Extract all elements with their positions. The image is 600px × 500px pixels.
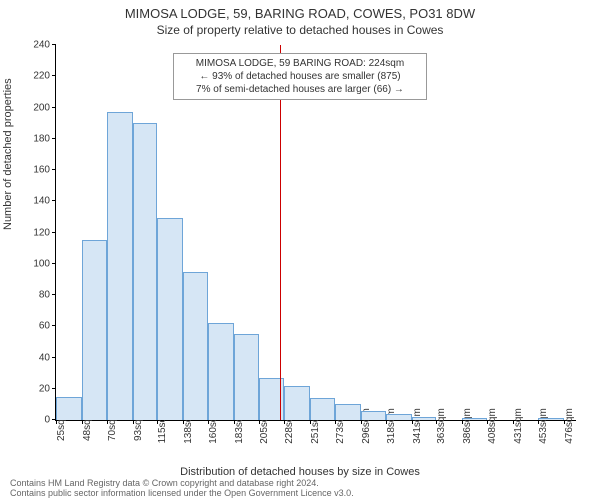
- y-tick-mark: [52, 200, 56, 201]
- footer-line1: Contains HM Land Registry data © Crown c…: [10, 478, 354, 488]
- annotation-box: MIMOSA LODGE, 59 BARING ROAD: 224sqm← 93…: [173, 53, 427, 100]
- y-tick-label: 60: [39, 321, 56, 332]
- chart-subtitle: Size of property relative to detached ho…: [0, 21, 600, 37]
- y-tick-mark: [52, 263, 56, 264]
- y-tick-label: 20: [39, 383, 56, 394]
- histogram-bar: [56, 397, 82, 420]
- x-axis-label: Distribution of detached houses by size …: [0, 466, 600, 478]
- y-tick-label: 120: [33, 227, 56, 238]
- y-tick-label: 40: [39, 352, 56, 363]
- y-axis-label: Number of detached properties: [2, 78, 14, 230]
- histogram-bar: [335, 404, 361, 420]
- chart-title: MIMOSA LODGE, 59, BARING ROAD, COWES, PO…: [0, 0, 600, 21]
- y-tick-label: 0: [44, 415, 56, 426]
- y-tick-label: 160: [33, 165, 56, 176]
- histogram-bar: [386, 414, 412, 420]
- y-tick-mark: [52, 75, 56, 76]
- histogram-bar: [361, 411, 386, 420]
- y-tick-mark: [52, 325, 56, 326]
- y-tick-label: 200: [33, 102, 56, 113]
- histogram-bar: [208, 323, 234, 420]
- histogram-bar: [157, 218, 183, 420]
- y-tick-mark: [52, 44, 56, 45]
- footer-line2: Contains public sector information licen…: [10, 488, 354, 498]
- histogram-bar: [310, 398, 335, 420]
- y-tick-mark: [52, 357, 56, 358]
- y-tick-label: 180: [33, 133, 56, 144]
- chart-container: MIMOSA LODGE, 59, BARING ROAD, COWES, PO…: [0, 0, 600, 500]
- y-tick-label: 240: [33, 40, 56, 51]
- histogram-bar: [234, 334, 259, 420]
- y-tick-label: 140: [33, 196, 56, 207]
- histogram-bar: [462, 418, 487, 420]
- histogram-bar: [284, 386, 310, 420]
- footer-attribution: Contains HM Land Registry data © Crown c…: [10, 478, 354, 498]
- annotation-line3: 7% of semi-detached houses are larger (6…: [180, 83, 420, 96]
- annotation-line1: MIMOSA LODGE, 59 BARING ROAD: 224sqm: [180, 57, 420, 70]
- histogram-bar: [133, 123, 158, 420]
- plot-area: 02040608010012014016018020022024025sqm48…: [55, 45, 576, 421]
- histogram-bar: [107, 112, 133, 420]
- y-tick-mark: [52, 138, 56, 139]
- y-tick-mark: [52, 232, 56, 233]
- annotation-line2: ← 93% of detached houses are smaller (87…: [180, 70, 420, 83]
- y-tick-mark: [52, 294, 56, 295]
- y-tick-label: 80: [39, 290, 56, 301]
- y-tick-label: 220: [33, 71, 56, 82]
- y-tick-mark: [52, 388, 56, 389]
- y-tick-mark: [52, 107, 56, 108]
- histogram-bar: [183, 272, 208, 420]
- y-tick-label: 100: [33, 258, 56, 269]
- histogram-bar: [538, 418, 564, 420]
- y-tick-mark: [52, 169, 56, 170]
- reference-line: [280, 45, 281, 420]
- histogram-bar: [82, 240, 107, 420]
- histogram-bar: [412, 417, 437, 420]
